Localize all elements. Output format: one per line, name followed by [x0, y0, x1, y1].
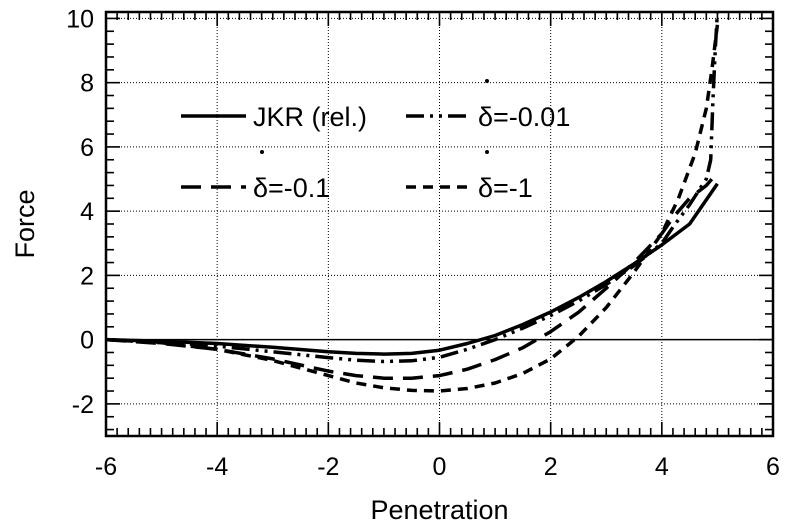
series-lines	[105, 11, 720, 393]
x-tick-label: -6	[95, 453, 117, 481]
y-tick-label: 6	[80, 134, 94, 162]
legend: JKR (rel.) δ=-0.01 δ=-0.1 δ=-1	[181, 79, 570, 203]
x-axis-label: Penetration	[370, 495, 508, 525]
x-tick-label: 2	[544, 453, 558, 481]
series-line-3	[105, 24, 720, 393]
legend-label-3: δ=-1	[478, 173, 533, 203]
x-tick-labels: -6 -4 -2 0 2 4 6	[95, 453, 780, 481]
y-axis-label: Force	[10, 189, 40, 258]
legend-label-2: δ=-0.1	[253, 173, 330, 203]
legend-overdot-2	[260, 150, 264, 154]
x-tick-label: 0	[433, 453, 447, 481]
legend-label-1: δ=-0.01	[478, 102, 570, 132]
y-tick-label: -2	[72, 391, 94, 419]
legend-overdot-3	[485, 150, 489, 154]
y-tick-label: 2	[80, 262, 94, 290]
y-tick-label: 4	[80, 198, 94, 226]
y-tick-label: 0	[80, 327, 94, 355]
x-tick-label: -2	[317, 453, 339, 481]
x-tick-label: 4	[655, 453, 669, 481]
series-line-2	[105, 171, 719, 380]
minor-ticks	[105, 12, 774, 436]
grid-lines	[105, 12, 774, 436]
legend-label-0: JKR (rel.)	[253, 102, 367, 132]
legend-overdot-1	[485, 79, 489, 83]
y-tick-labels: -2 0 2 4 6 8 10	[66, 5, 94, 418]
plot-frame	[104, 10, 775, 438]
series-line-1	[105, 11, 720, 364]
x-tick-label: 6	[766, 453, 780, 481]
x-tick-label: -4	[206, 453, 228, 481]
y-tick-label: 10	[66, 5, 94, 33]
y-tick-label: 8	[80, 70, 94, 98]
